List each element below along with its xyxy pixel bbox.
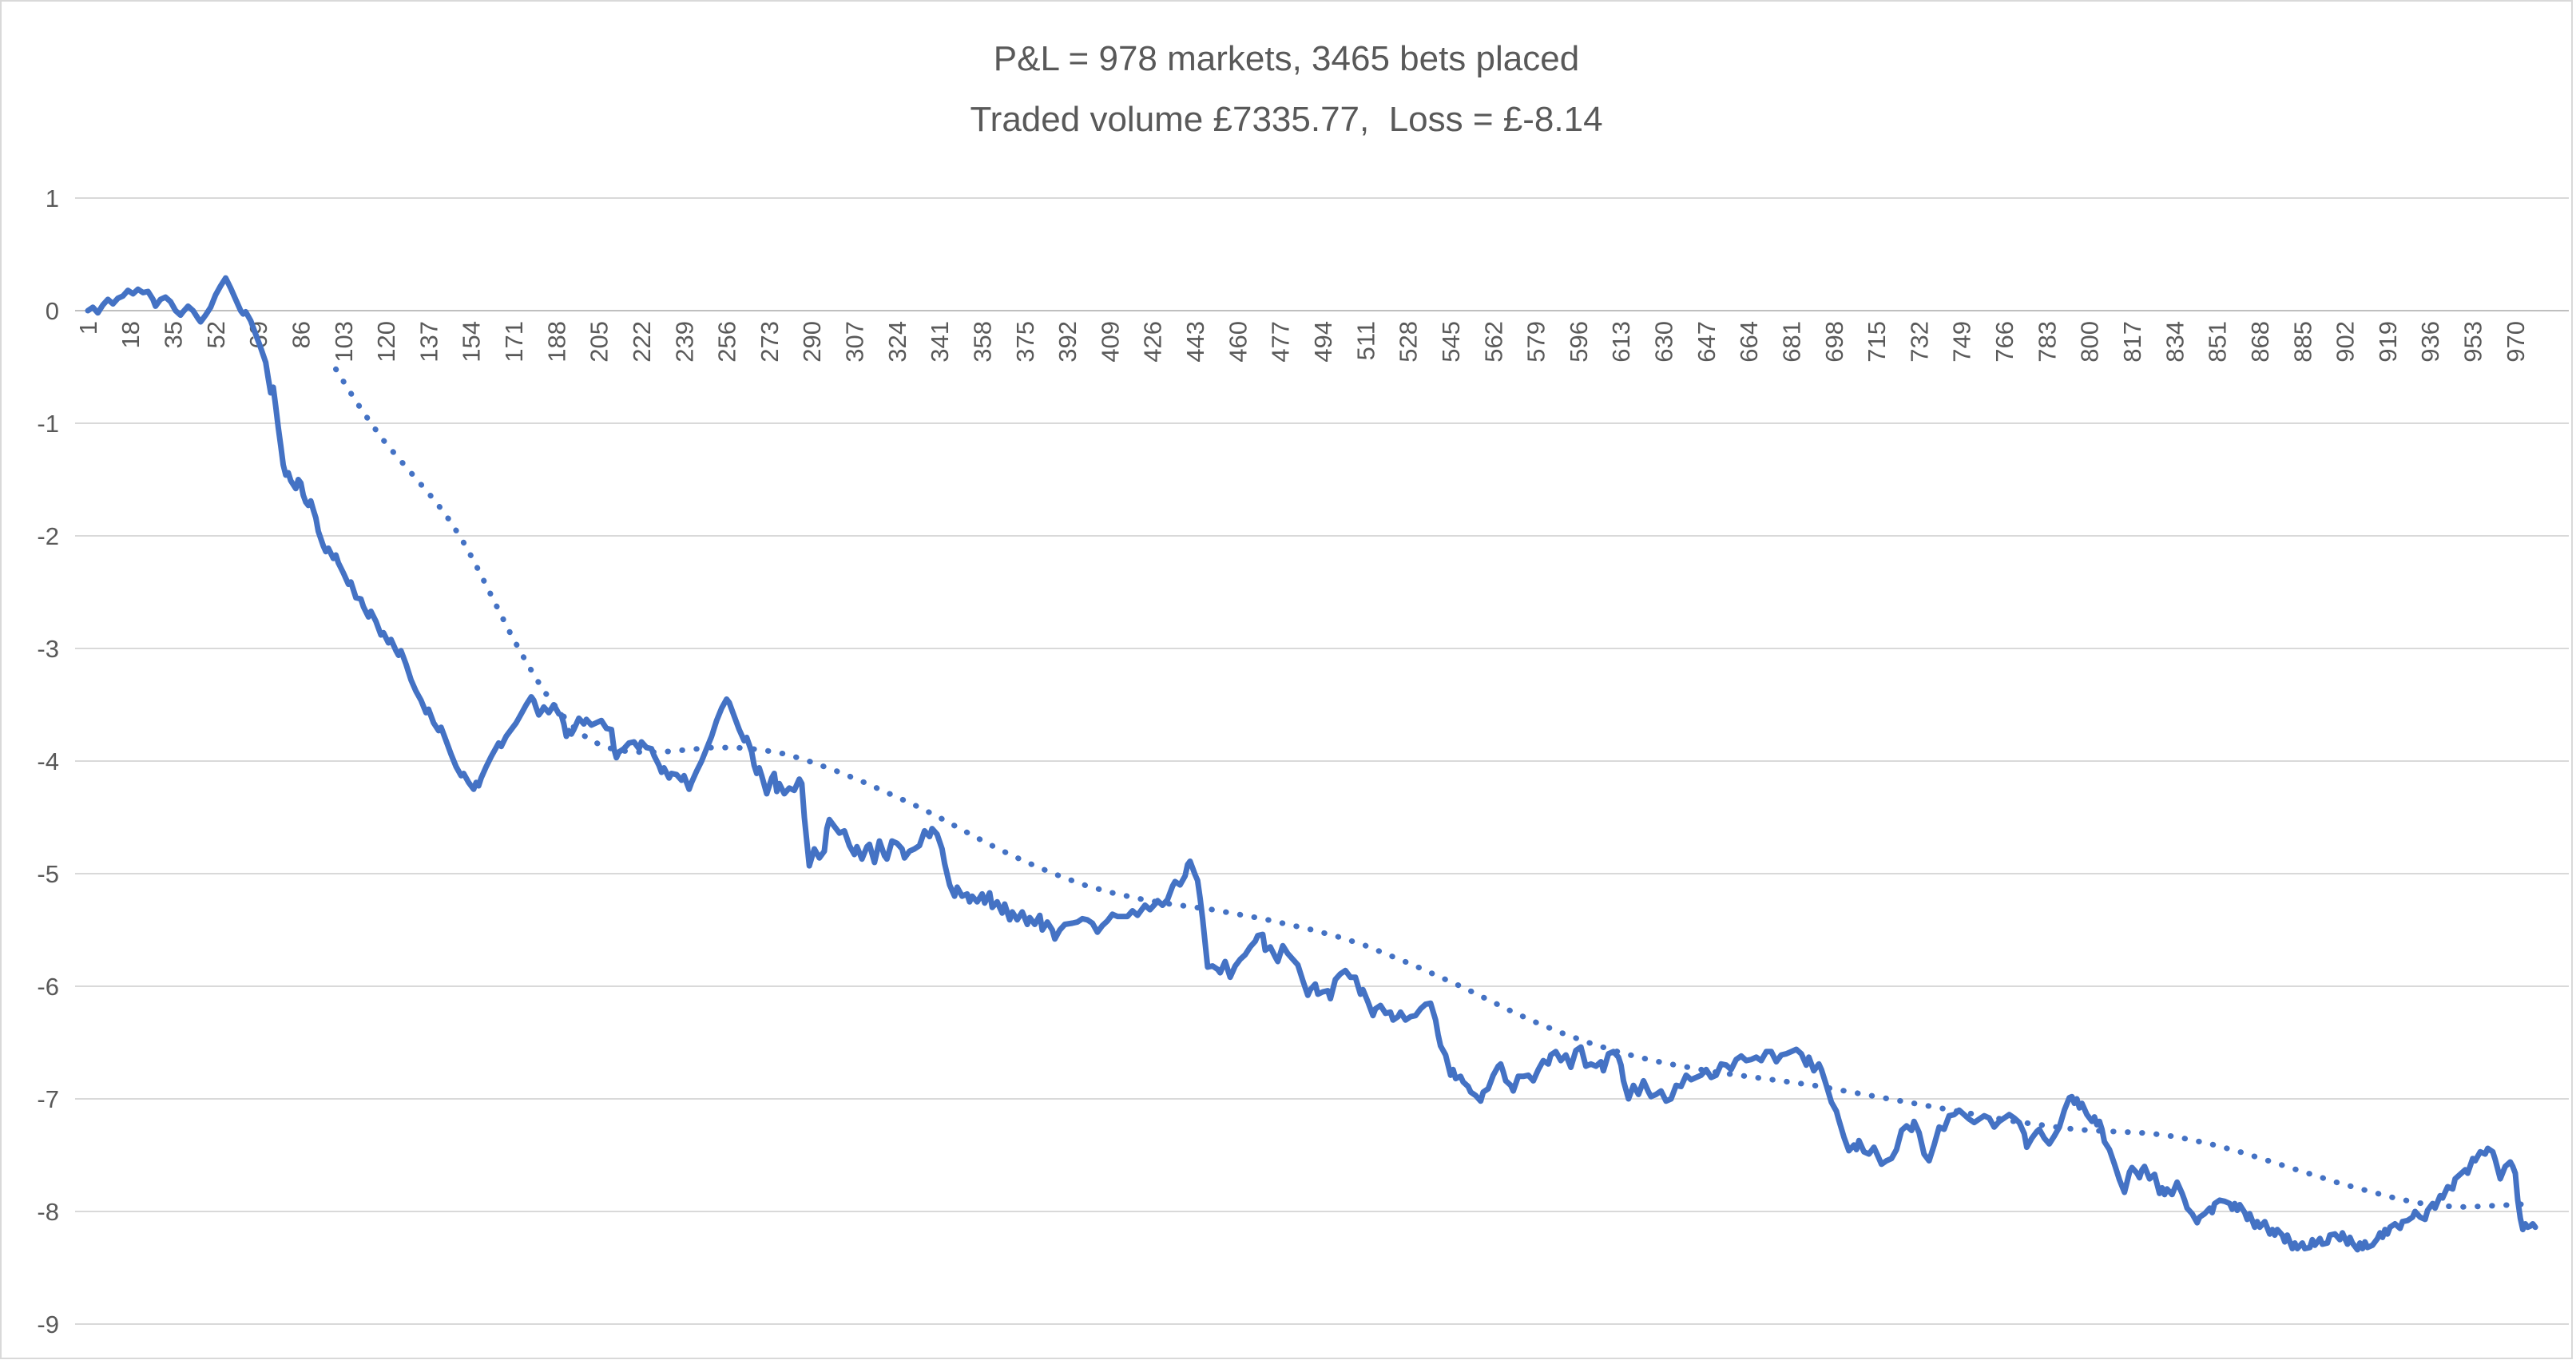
x-axis-tick-label: 528 <box>1395 321 1423 363</box>
x-axis-tick-label: 494 <box>1309 321 1337 363</box>
x-axis-tick-label: 341 <box>926 321 954 363</box>
x-axis-tick-label: 35 <box>159 321 187 348</box>
x-axis-tick-label: 307 <box>841 321 869 363</box>
x-axis-tick-label: 443 <box>1181 321 1209 363</box>
chart-title-line-1: P&L = 978 markets, 3465 bets placed <box>993 39 1580 78</box>
x-axis-tick-label: 919 <box>2374 321 2402 363</box>
x-axis-tick-label: 137 <box>415 321 443 363</box>
y-axis-tick-label: 0 <box>46 297 59 325</box>
x-axis-tick-label: 103 <box>330 321 358 363</box>
x-axis-tick-label: 613 <box>1607 321 1635 363</box>
y-axis-tick-label: -1 <box>37 410 59 438</box>
x-axis-tick-label: 936 <box>2416 321 2444 363</box>
x-axis-tick-label: 681 <box>1777 321 1805 363</box>
x-axis-tick-label: 426 <box>1139 321 1167 363</box>
x-axis-tick-label: 579 <box>1522 321 1550 363</box>
y-gridlines <box>75 197 2569 1325</box>
x-axis-tick-label: 154 <box>458 321 486 363</box>
chart-title: P&L = 978 markets, 3465 bets placed Trad… <box>2 29 2571 150</box>
y-axis-tick-label: -2 <box>37 522 59 550</box>
pnl-line <box>85 275 2538 1253</box>
y-axis-tick-label: -4 <box>37 747 59 775</box>
x-axis-tick-label: 630 <box>1650 321 1678 363</box>
x-axis-tick-label: 596 <box>1565 321 1593 363</box>
y-axis-labels: 1 0 -1 -2 -3 -4 -5 -6 -7 -8 -9 <box>37 184 59 1338</box>
x-axis-tick-label: 52 <box>202 321 230 348</box>
x-axis-tick-label: 664 <box>1735 321 1763 363</box>
x-axis-tick-label: 885 <box>2288 321 2316 363</box>
x-axis-tick-label: 392 <box>1054 321 1082 363</box>
x-axis-tick-label: 188 <box>542 321 570 363</box>
x-axis-tick-label: 120 <box>372 321 400 363</box>
x-axis-tick-label: 222 <box>628 321 656 363</box>
x-axis-tick-label: 834 <box>2161 321 2189 363</box>
x-axis-tick-label: 953 <box>2459 321 2487 363</box>
x-axis-tick-label: 358 <box>968 321 996 363</box>
x-axis-tick-label: 545 <box>1437 321 1465 363</box>
x-axis-tick-label: 273 <box>756 321 784 363</box>
x-axis-tick-label: 715 <box>1863 321 1891 363</box>
x-axis-tick-label: 970 <box>2502 321 2530 363</box>
x-axis-tick-label: 868 <box>2246 321 2274 363</box>
y-axis-tick-label: -6 <box>37 973 59 1001</box>
y-axis-tick-label: -9 <box>37 1310 59 1338</box>
x-axis-tick-label: 511 <box>1352 321 1379 360</box>
x-axis-tick-label: 732 <box>1905 321 1933 363</box>
x-axis-tick-label: 800 <box>2076 321 2104 363</box>
y-axis-tick-label: 1 <box>46 184 59 212</box>
y-axis-tick-label: -8 <box>37 1198 59 1226</box>
x-axis-tick-label: 409 <box>1096 321 1124 363</box>
y-axis-tick-label: -7 <box>37 1085 59 1113</box>
x-axis-tick-label: 1 <box>74 321 102 335</box>
x-axis-tick-label: 290 <box>798 321 826 363</box>
chart-title-line-2: Traded volume £7335.77, Loss = £-8.14 <box>970 100 1603 139</box>
x-axis-tick-label: 86 <box>287 321 315 348</box>
y-axis-tick-label: -3 <box>37 635 59 663</box>
x-axis-tick-label: 851 <box>2204 321 2232 363</box>
x-axis-tick-label: 477 <box>1267 321 1295 363</box>
x-axis-tick-label: 18 <box>117 321 145 348</box>
moving-average-line <box>333 366 2534 1210</box>
x-axis-tick-label: 902 <box>2332 321 2360 363</box>
x-axis-tick-label: 783 <box>2033 321 2061 363</box>
x-axis-tick-label: 171 <box>500 321 528 363</box>
x-axis-tick-label: 324 <box>883 321 911 363</box>
x-axis-tick-label: 647 <box>1693 321 1721 363</box>
x-axis-tick-label: 460 <box>1224 321 1252 363</box>
x-axis-tick-label: 766 <box>1991 321 2018 363</box>
x-axis-tick-label: 205 <box>585 321 613 363</box>
x-axis-labels: 1 18 35 52 69 86 103 120 137 154 171 188 205 222 239 25… <box>74 321 2530 363</box>
x-axis-tick-label: 239 <box>670 321 698 363</box>
x-axis-tick-label: 817 <box>2118 321 2146 363</box>
x-axis-tick-label: 562 <box>1479 321 1507 363</box>
x-axis-tick-label: 375 <box>1011 321 1039 363</box>
x-axis-tick-label: 698 <box>1820 321 1848 363</box>
x-axis-tick-label: 749 <box>1948 321 1976 363</box>
y-axis-tick-label: -5 <box>37 860 59 888</box>
x-axis-tick-label: 256 <box>713 321 741 363</box>
